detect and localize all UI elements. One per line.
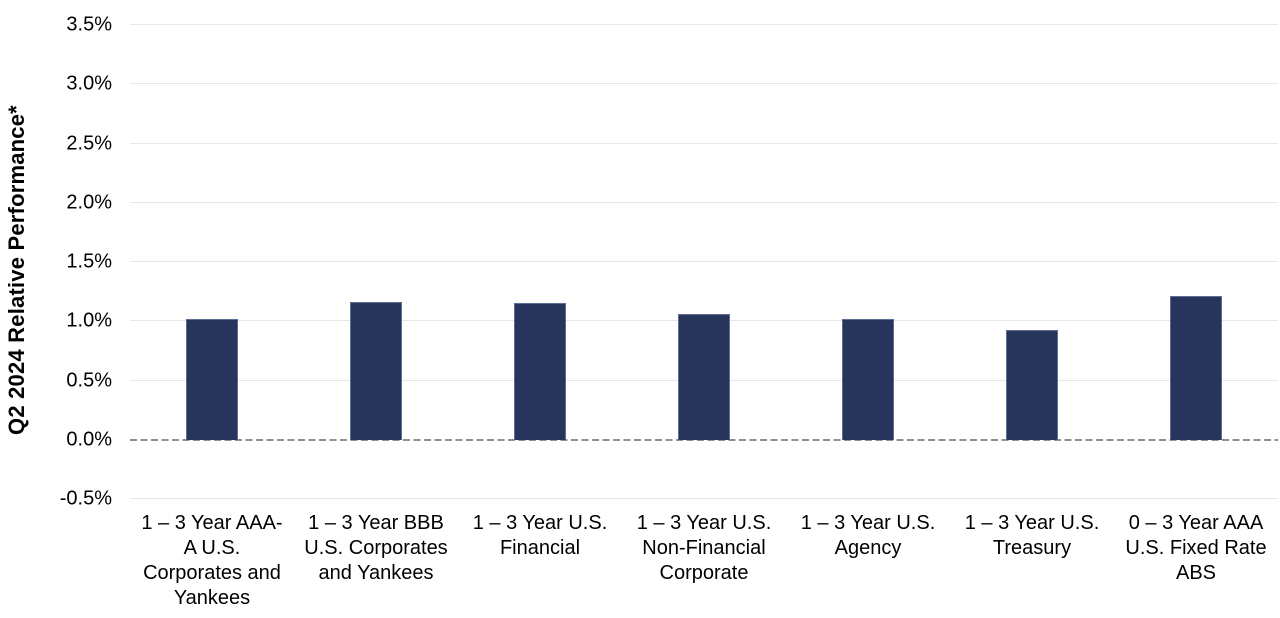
bar-slot: [130, 25, 294, 499]
gridline: [130, 498, 1278, 499]
y-tick-label: 2.5%: [66, 132, 112, 154]
y-tick-label: 1.0%: [66, 309, 112, 332]
bar-slot: [458, 25, 622, 499]
y-tick-label: 3.0%: [66, 72, 112, 95]
bar: [350, 302, 402, 440]
y-tick-label: 1.5%: [66, 250, 112, 273]
plot-area: [130, 24, 1278, 499]
bars-row: [130, 25, 1278, 499]
gridline: [130, 83, 1278, 85]
bar-slot: [294, 25, 458, 499]
bar: [1170, 296, 1222, 440]
x-axis-label: 1 – 3 Year U.S. Non-Financial Corporate: [636, 512, 772, 584]
x-axis-label: 1 – 3 Year AAA- A U.S. Corporates and Ya…: [141, 512, 283, 609]
bar: [1006, 329, 1058, 440]
bar-slot: [1114, 25, 1278, 499]
x-axis-label: 1 – 3 Year BBB U.S. Corporates and Yanke…: [304, 512, 448, 584]
bar: [514, 303, 566, 440]
bar-slot: [622, 25, 786, 499]
bar: [842, 318, 894, 440]
y-tick-label: -0.5%: [59, 487, 112, 510]
gridline: [130, 201, 1278, 203]
y-axis-tick-labels: 3.5% 3.0% 2.5% 2.0% 1.5% 1.0% 0.5% 0.0% -0.5%: [0, 14, 112, 510]
x-axis-labels: 1 – 3 Year AAA- A U.S. Corporates and Ya…: [130, 511, 1278, 611]
bar-slot: [950, 25, 1114, 499]
y-tick-label: 0.5%: [66, 369, 112, 391]
zero-dashed-line: [130, 438, 1278, 441]
x-axis-label: 1 – 3 Year U.S. Financial: [472, 512, 608, 559]
gridline: [130, 24, 1278, 25]
x-axis-label: 1 – 3 Year U.S. Agency: [800, 512, 936, 559]
gridline: [130, 142, 1278, 144]
x-axis-label: 0 – 3 Year AAA U.S. Fixed Rate ABS: [1125, 512, 1267, 584]
bar: [186, 318, 238, 440]
x-axis-label: 1 – 3 Year U.S. Treasury: [964, 512, 1100, 559]
bar-slot: [786, 25, 950, 499]
y-tick-label: 2.0%: [66, 191, 112, 214]
y-tick-label: 0.0%: [66, 428, 112, 451]
gridline: [130, 261, 1278, 262]
y-tick-label: 3.5%: [66, 13, 112, 36]
bar: [678, 314, 730, 440]
